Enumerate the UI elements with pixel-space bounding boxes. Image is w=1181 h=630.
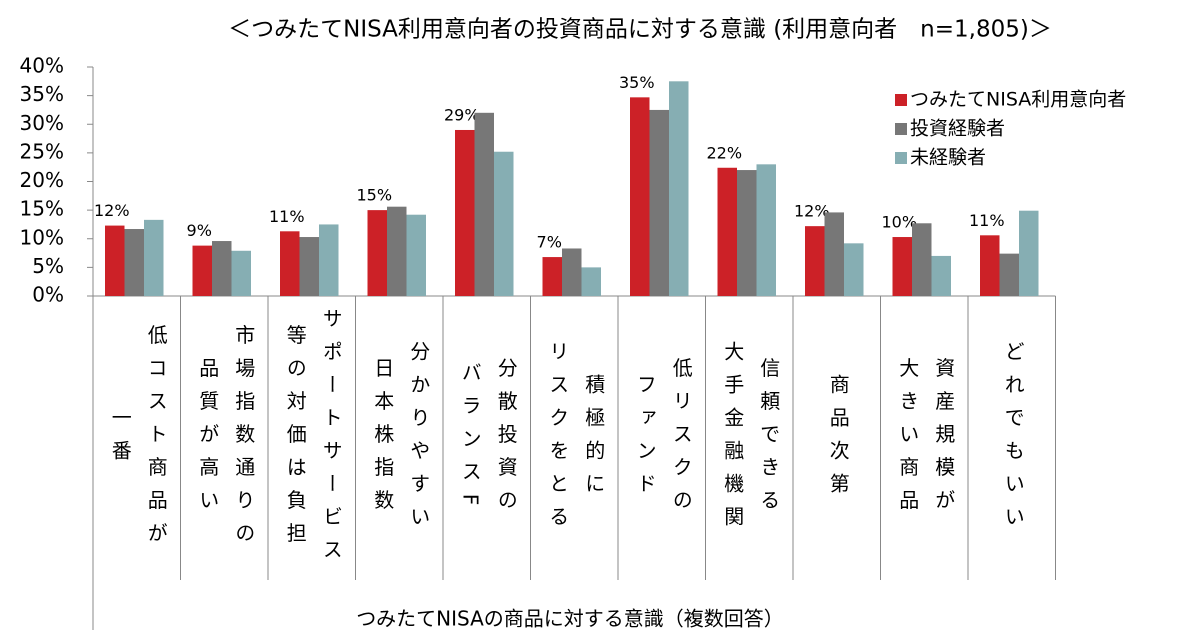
bar bbox=[805, 226, 825, 296]
x-tick-label: 低リスクの bbox=[669, 357, 693, 522]
bar bbox=[387, 206, 407, 296]
legend-label: 未経験者 bbox=[910, 147, 986, 169]
x-tick-label: 等の対価は負担 bbox=[283, 324, 307, 555]
legend-label: 投資経験者 bbox=[910, 118, 1005, 140]
y-tick-label: 25% bbox=[20, 139, 64, 163]
bar bbox=[474, 112, 494, 296]
x-tick-label: 市場指数通りの bbox=[232, 324, 256, 555]
bar bbox=[494, 151, 514, 296]
data-label: 9% bbox=[187, 221, 212, 240]
data-label: 15% bbox=[356, 186, 392, 205]
bar bbox=[649, 109, 669, 296]
bar bbox=[717, 167, 737, 296]
bar bbox=[212, 241, 232, 296]
y-tick-label: 40% bbox=[20, 54, 64, 78]
bar bbox=[581, 267, 601, 296]
x-tick-label: サポートサービス bbox=[319, 308, 343, 572]
data-label: 35% bbox=[619, 73, 655, 92]
y-tick-label: 35% bbox=[20, 82, 64, 106]
bar bbox=[756, 164, 776, 296]
data-label: 11% bbox=[269, 207, 305, 226]
bar bbox=[144, 219, 164, 296]
bar bbox=[999, 253, 1019, 296]
y-tick-label: 30% bbox=[20, 111, 64, 135]
bar bbox=[231, 250, 251, 296]
bar bbox=[844, 243, 864, 296]
bar bbox=[931, 255, 951, 296]
bar bbox=[280, 231, 300, 296]
x-tick-label: 積極的に bbox=[582, 374, 606, 506]
bar bbox=[980, 235, 1000, 296]
bar bbox=[737, 170, 757, 296]
legend-label: つみたてNISA利用意向者 bbox=[910, 89, 1126, 111]
bar bbox=[892, 237, 912, 296]
y-tick-label: 5% bbox=[32, 254, 64, 278]
x-tick-label: 分かりやすい bbox=[407, 341, 431, 539]
x-tick-label: 大手金融機関 bbox=[721, 341, 745, 539]
x-tick-label: 資産規模が bbox=[932, 357, 956, 522]
y-tick-label: 20% bbox=[20, 168, 64, 192]
x-tick-label: 日本株指数 bbox=[371, 358, 395, 523]
x-tick-label: リスクをとる bbox=[546, 341, 570, 539]
bar bbox=[912, 223, 932, 296]
legend-swatch bbox=[895, 123, 907, 135]
x-tick-label: 品質が高い bbox=[196, 358, 220, 523]
bar bbox=[824, 212, 844, 296]
bar bbox=[669, 81, 689, 296]
x-axis-title: つみたてNISAの商品に対する意識（複数回答） bbox=[356, 607, 784, 630]
data-label: 22% bbox=[706, 143, 742, 162]
data-label: 12% bbox=[794, 202, 830, 221]
data-label: 10% bbox=[881, 213, 917, 232]
x-tick-label: どれでもいい bbox=[1001, 341, 1025, 539]
bar bbox=[299, 237, 319, 296]
x-tick-label: 分散投資の bbox=[494, 357, 518, 522]
bar bbox=[542, 257, 562, 296]
bar bbox=[319, 224, 339, 296]
bar bbox=[367, 210, 387, 296]
bar bbox=[105, 225, 125, 296]
x-tick-label: 商品次第 bbox=[826, 374, 850, 506]
data-label: 29% bbox=[444, 105, 480, 124]
legend-swatch bbox=[895, 94, 907, 106]
bar bbox=[562, 248, 582, 296]
y-tick-label: 0% bbox=[32, 283, 64, 307]
x-tick-label: 大きい商品 bbox=[896, 357, 920, 522]
bar bbox=[406, 214, 426, 296]
x-tick-label: 一番 bbox=[108, 407, 132, 473]
bar bbox=[192, 245, 212, 296]
bar bbox=[124, 229, 144, 296]
data-label: 11% bbox=[969, 211, 1005, 230]
data-label: 12% bbox=[94, 201, 130, 220]
data-label: 7% bbox=[537, 233, 562, 252]
x-tick-label: バランスF bbox=[458, 362, 482, 519]
x-tick-label: 信頼できる bbox=[757, 357, 781, 522]
chart-title: ＜つみたてNISA利用意向者の投資商品に対する意識 (利用意向者 n=1,805… bbox=[228, 17, 1052, 43]
legend-swatch bbox=[895, 152, 907, 164]
x-tick-label: ファンド bbox=[633, 374, 657, 506]
x-tick-label: 低コスト商品が bbox=[144, 324, 168, 555]
bar bbox=[455, 129, 475, 296]
bar bbox=[1019, 210, 1039, 296]
bar bbox=[630, 97, 650, 296]
y-tick-label: 10% bbox=[20, 225, 64, 249]
y-tick-label: 15% bbox=[20, 197, 64, 221]
